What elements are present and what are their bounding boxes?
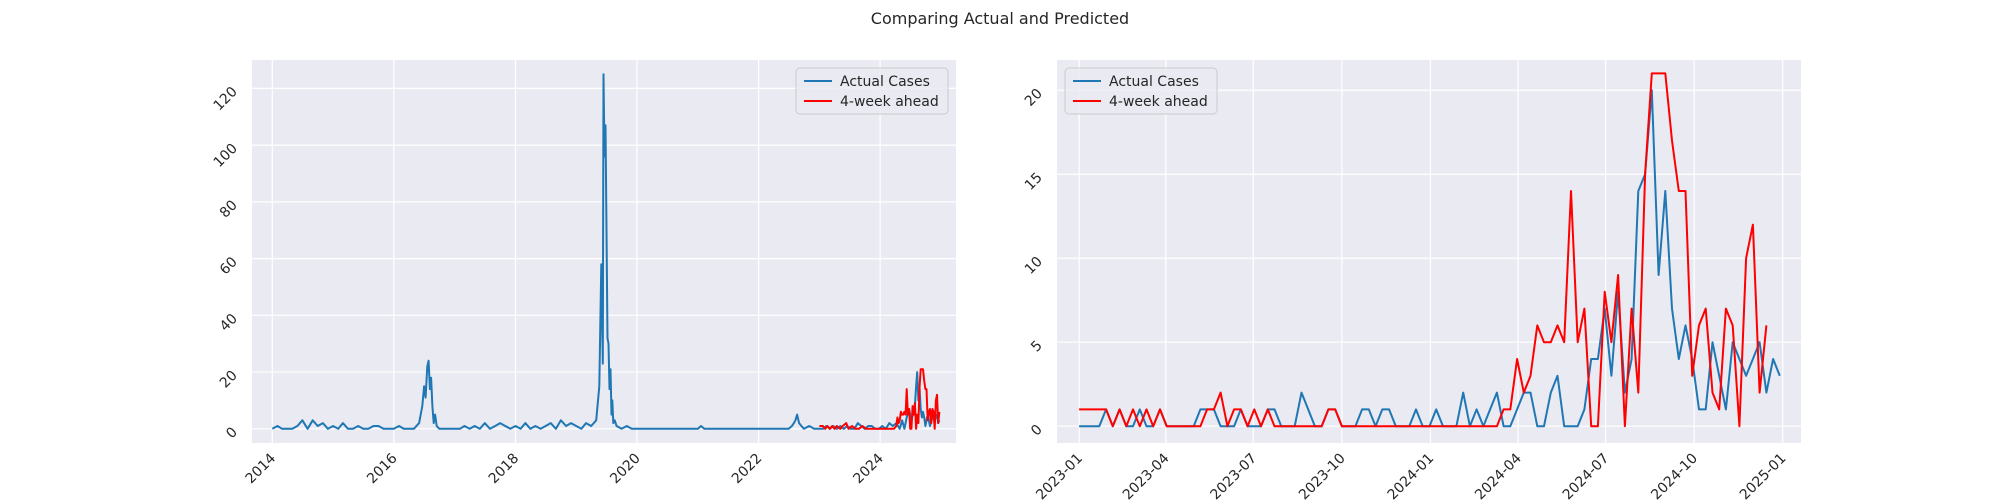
right-legend-label: 4-week ahead <box>1109 94 1208 110</box>
right-x-tick-label: 2025-01 <box>1737 451 1790 500</box>
left-y-tick-label: 100 <box>211 141 241 171</box>
right-plot-area <box>1057 60 1801 443</box>
right-y-tick-label: 10 <box>1022 254 1046 278</box>
left-y-tick-label: 20 <box>217 368 241 392</box>
right-legend-label: Actual Cases <box>1109 74 1199 90</box>
left-y-tick-label: 80 <box>217 197 241 221</box>
right-series-line-4-week-ahead <box>1079 72 1768 428</box>
right-x-tick-label: 2023-10 <box>1296 451 1349 500</box>
right-y-tick-label: 5 <box>1028 338 1046 356</box>
left-chart-panel: 0 20 40 60 80 100 120 2014 2016 2018 2020 2022 2024 A… <box>211 60 956 487</box>
left-x-tick-label: 2016 <box>364 450 401 487</box>
right-x-tick-label: 2024-10 <box>1648 451 1701 500</box>
left-x-tick-label: 2024 <box>850 450 887 487</box>
right-legend: Actual Cases 4-week ahead <box>1064 67 1218 115</box>
right-x-tick-label: 2024-07 <box>1560 451 1613 500</box>
right-y-tick-label: 20 <box>1022 86 1046 110</box>
left-legend: Actual Cases 4-week ahead <box>795 67 949 115</box>
right-x-tick-label: 2023-07 <box>1207 451 1260 500</box>
right-chart-panel: 0 5 10 15 20 2023-01 2023-04 2023-07 2023-10 2024… <box>1022 60 1801 500</box>
left-x-tick-label: 2014 <box>243 450 280 487</box>
left-y-tick-label: 60 <box>217 254 241 278</box>
right-x-tick-label: 2024-01 <box>1385 451 1438 500</box>
right-x-tick-label: 2023-01 <box>1033 451 1086 500</box>
left-y-tick-label: 120 <box>211 84 241 114</box>
left-legend-box <box>795 67 949 115</box>
right-y-tick-label: 15 <box>1022 170 1046 194</box>
right-x-tick-label: 2024-04 <box>1472 450 1525 500</box>
left-x-tick-label: 2022 <box>729 451 766 488</box>
left-legend-label: Actual Cases <box>840 74 930 90</box>
right-legend-box <box>1064 67 1218 115</box>
figure-title: Comparing Actual and Predicted <box>871 9 1129 28</box>
left-y-tick-label: 0 <box>223 424 241 442</box>
right-x-tick-label: 2023-04 <box>1120 450 1173 500</box>
left-y-tick-label: 40 <box>217 311 241 335</box>
right-y-tick-label: 0 <box>1028 422 1046 440</box>
left-x-tick-label: 2018 <box>486 451 523 488</box>
left-legend-label: 4-week ahead <box>840 94 939 110</box>
left-series-line-actual-cases <box>271 73 941 430</box>
left-x-tick-label: 2020 <box>607 451 644 488</box>
left-series-line-4-week-ahead <box>819 368 941 430</box>
